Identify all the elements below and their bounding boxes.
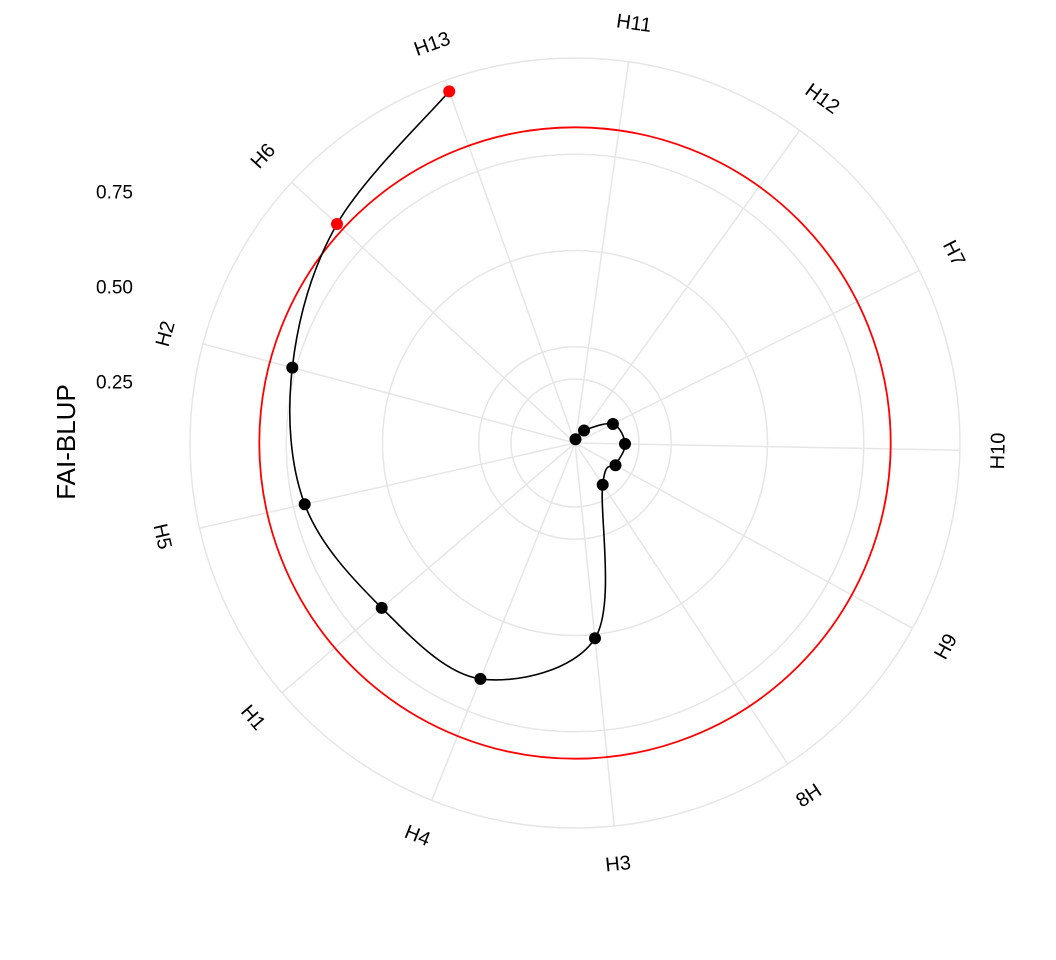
grid-spoke bbox=[574, 61, 630, 444]
grid-spoke bbox=[199, 442, 576, 529]
category-label-h9: H9 bbox=[930, 630, 962, 663]
radial-tick-label: 0.50 bbox=[96, 278, 133, 299]
category-label-h7: H7 bbox=[938, 237, 969, 270]
grid-ring bbox=[381, 249, 769, 637]
series-line bbox=[289, 90, 626, 681]
data-point-h2 bbox=[286, 361, 299, 374]
data-point-h1 bbox=[375, 601, 388, 614]
y-axis-title: FAI-BLUP bbox=[51, 384, 81, 500]
grid-ring bbox=[285, 153, 865, 733]
category-label-h3: H3 bbox=[604, 852, 632, 876]
grid-spoke bbox=[431, 442, 576, 801]
grid-spoke bbox=[444, 80, 576, 444]
grid-spoke bbox=[574, 442, 960, 451]
grid-spoke bbox=[574, 442, 913, 629]
data-point-h6 bbox=[331, 218, 343, 230]
grid-spoke bbox=[574, 269, 920, 444]
category-label-h12: H12 bbox=[801, 79, 844, 118]
data-point-h11 bbox=[569, 433, 582, 446]
grid-spoke bbox=[202, 343, 576, 444]
category-label-h13: H13 bbox=[411, 28, 453, 61]
grid-ring bbox=[510, 378, 640, 508]
data-point-h4 bbox=[474, 672, 487, 685]
grid-spoke bbox=[574, 129, 801, 444]
grid-layer bbox=[189, 57, 961, 829]
grid-spoke bbox=[574, 442, 789, 765]
data-point-h3 bbox=[589, 632, 601, 645]
data-point-8h bbox=[596, 478, 609, 491]
grid-spoke bbox=[281, 442, 576, 694]
line-layer bbox=[289, 90, 626, 681]
grid-ring bbox=[478, 346, 672, 540]
radial-tick-label: 0.25 bbox=[96, 373, 133, 394]
data-point-h12 bbox=[578, 424, 590, 437]
category-label-8h: 8H bbox=[792, 780, 825, 812]
category-label-h11: H11 bbox=[615, 10, 653, 37]
category-label-h5: H5 bbox=[148, 522, 175, 552]
threshold-layer bbox=[258, 126, 892, 760]
grid-ring bbox=[189, 57, 961, 829]
data-point-h7 bbox=[606, 418, 619, 430]
point-layer bbox=[286, 85, 631, 685]
data-point-h5 bbox=[298, 498, 311, 511]
category-label-h6: H6 bbox=[247, 139, 281, 173]
category-label-h10: H10 bbox=[987, 432, 1010, 469]
label-layer: H11 H12 H7 H10 H9 8H H3 H4 H1 H5 H2 H6 H13 0.25 0.50 0.… bbox=[96, 10, 1010, 876]
threshold-circle bbox=[258, 126, 892, 760]
data-point-h10 bbox=[619, 437, 631, 450]
category-label-h4: H4 bbox=[401, 821, 433, 851]
data-point-h9 bbox=[609, 459, 622, 472]
data-point-h13 bbox=[443, 85, 456, 98]
radial-tick-label: 0.75 bbox=[96, 183, 133, 204]
category-label-h2: H2 bbox=[152, 319, 180, 349]
category-label-h1: H1 bbox=[236, 701, 269, 735]
